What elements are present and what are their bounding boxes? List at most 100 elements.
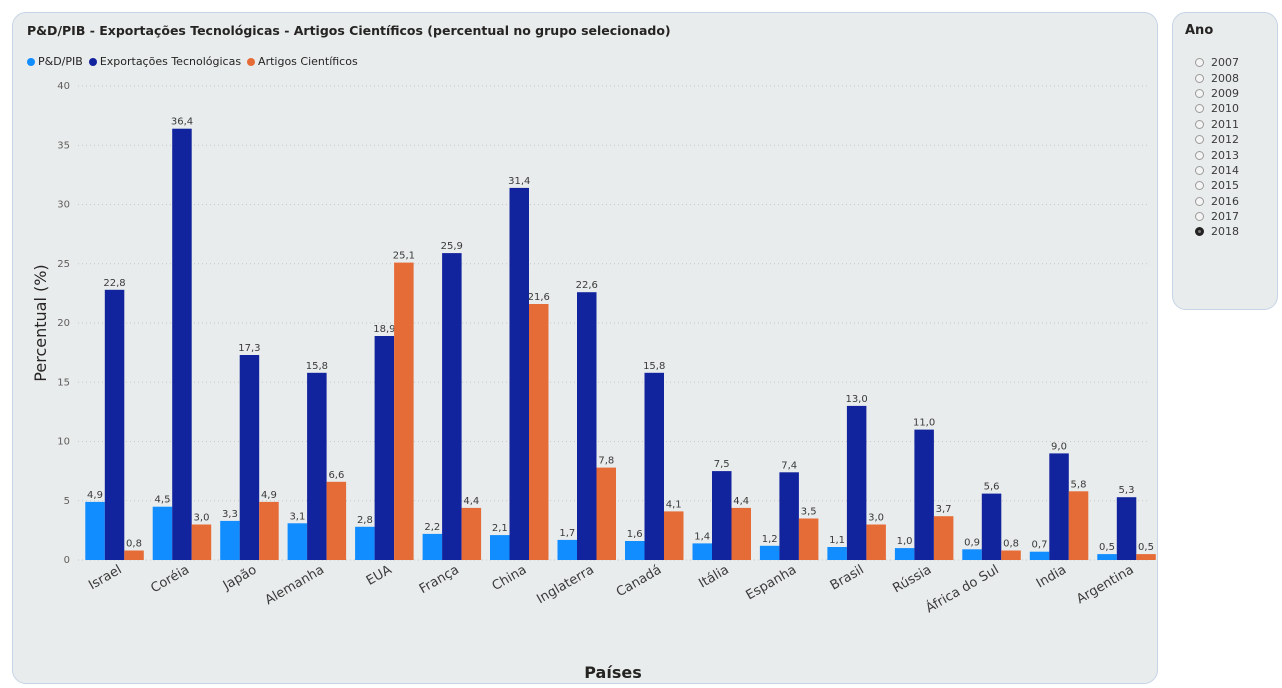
- x-axis-title: Países: [584, 663, 641, 682]
- data-label-artigos: 3,5: [801, 507, 817, 518]
- y-tick-label: 25: [57, 259, 70, 270]
- slicer-option-2011[interactable]: 2011: [1195, 117, 1239, 132]
- data-label-pd-pib: 1,6: [627, 529, 643, 540]
- radio-icon[interactable]: [1195, 135, 1204, 145]
- bar-exportacoes: [914, 429, 934, 560]
- y-axis-title: Percentual (%): [31, 264, 50, 381]
- bar-pd-pib: [625, 541, 645, 560]
- slicer-option-2016[interactable]: 2016: [1195, 194, 1239, 209]
- data-label-pd-pib: 2,2: [424, 522, 440, 533]
- data-label-artigos: 25,1: [393, 251, 415, 262]
- radio-icon[interactable]: [1195, 181, 1204, 191]
- radio-icon[interactable]: [1195, 58, 1204, 68]
- data-label-artigos: 6,6: [328, 470, 344, 481]
- slicer-option-2017[interactable]: 2017: [1195, 209, 1239, 224]
- legend-item-pd-pib[interactable]: P&D/PIB: [27, 55, 83, 68]
- chart-legend: P&D/PIB Exportações Tecnológicas Artigos…: [27, 55, 358, 68]
- slicer-option-2012[interactable]: 2012: [1195, 132, 1239, 147]
- data-label-pd-pib: 0,5: [1099, 542, 1115, 553]
- legend-label-exportacoes: Exportações Tecnológicas: [99, 55, 242, 68]
- y-tick-label: 30: [57, 200, 70, 211]
- y-tick-label: 5: [64, 496, 70, 507]
- slicer-option-label: 2011: [1211, 117, 1239, 131]
- bar-exportacoes: [712, 471, 732, 560]
- radio-icon[interactable]: [1195, 196, 1204, 206]
- data-label-pd-pib: 4,5: [155, 495, 171, 506]
- data-label-exportacoes: 17,3: [238, 343, 260, 354]
- data-label-artigos: 0,8: [1003, 539, 1019, 550]
- data-label-pd-pib: 3,1: [289, 511, 305, 522]
- slicer-option-2009[interactable]: 2009: [1195, 86, 1239, 101]
- slicer-option-2018[interactable]: 2018: [1195, 224, 1239, 239]
- bar-pd-pib: [1097, 554, 1117, 560]
- data-label-exportacoes: 31,4: [508, 176, 530, 187]
- bar-artigos: [731, 507, 751, 560]
- bar-exportacoes: [981, 493, 1002, 560]
- slicer-option-label: 2013: [1211, 148, 1239, 162]
- bar-artigos: [394, 262, 414, 560]
- slicer-option-2010[interactable]: 2010: [1195, 101, 1239, 116]
- radio-icon[interactable]: [1195, 119, 1204, 129]
- bar-exportacoes: [577, 292, 597, 560]
- legend-dot-pd-pib: [27, 57, 35, 66]
- x-tick-label: Itália: [696, 562, 731, 591]
- bar-artigos: [1068, 491, 1089, 560]
- bar-artigos: [191, 524, 212, 560]
- data-label-artigos: 4,9: [261, 490, 277, 501]
- radio-icon[interactable]: [1195, 104, 1204, 114]
- bar-exportacoes: [846, 405, 867, 560]
- x-tick-label: França: [417, 562, 462, 597]
- data-label-artigos: 4,4: [463, 496, 479, 507]
- bar-chart-plot: 0 5 10 15 20 25 30 35 40 Percentual (%) Países 4,9 2…: [31, 81, 1156, 682]
- x-tick-label: China: [490, 562, 530, 594]
- radio-icon[interactable]: [1195, 73, 1204, 83]
- radio-icon[interactable]: [1195, 88, 1204, 98]
- radio-icon[interactable]: [1195, 227, 1204, 237]
- chart-title: P&D/PIB - Exportações Tecnológicas - Art…: [27, 23, 671, 38]
- slicer-option-label: 2010: [1211, 102, 1239, 116]
- slicer-option-2015[interactable]: 2015: [1195, 178, 1239, 193]
- slicer-option-2013[interactable]: 2013: [1195, 147, 1239, 162]
- data-label-pd-pib: 4,9: [87, 490, 103, 501]
- slicer-option-label: 2016: [1211, 194, 1239, 208]
- legend-dot-artigos: [247, 57, 256, 66]
- data-label-artigos: 21,6: [528, 292, 550, 303]
- slicer-option-2014[interactable]: 2014: [1195, 163, 1239, 178]
- slicer-option-2007[interactable]: 2007: [1195, 55, 1239, 70]
- data-label-artigos: 4,4: [733, 496, 749, 507]
- legend-item-exportacoes[interactable]: Exportações Tecnológicas: [88, 55, 242, 68]
- bar-exportacoes: [1049, 453, 1069, 560]
- data-label-pd-pib: 1,7: [559, 528, 575, 539]
- slicer-option-2008[interactable]: 2008: [1195, 70, 1239, 85]
- data-label-artigos: 5,8: [1071, 479, 1087, 490]
- data-label-exportacoes: 18,9: [373, 324, 395, 335]
- bar-pd-pib: [962, 549, 982, 560]
- bar-artigos: [664, 511, 684, 560]
- radio-icon[interactable]: [1195, 165, 1204, 175]
- data-label-exportacoes: 15,8: [306, 361, 328, 372]
- bar-artigos: [259, 501, 279, 560]
- data-label-artigos: 7,8: [598, 456, 614, 467]
- data-label-exportacoes: 13,0: [845, 394, 867, 405]
- bar-artigos: [124, 550, 144, 560]
- x-tick-label: EUA: [364, 562, 395, 588]
- radio-icon[interactable]: [1195, 212, 1204, 222]
- bar-exportacoes: [509, 187, 529, 560]
- data-label-pd-pib: 0,9: [964, 537, 980, 548]
- x-tick-label: Canadá: [614, 562, 664, 600]
- bar-pd-pib: [85, 501, 105, 560]
- data-label-pd-pib: 1,0: [897, 536, 913, 547]
- radio-icon[interactable]: [1195, 150, 1204, 160]
- bar-artigos: [326, 481, 347, 560]
- x-tick-label: Inglaterra: [534, 562, 596, 607]
- x-tick-label: África do Sul: [923, 562, 1002, 617]
- data-label-exportacoes: 22,8: [103, 278, 125, 289]
- bar-artigos: [529, 304, 549, 560]
- slicer-option-label: 2017: [1211, 210, 1239, 224]
- bar-pd-pib: [759, 545, 780, 560]
- legend-dot-exportacoes: [88, 57, 97, 66]
- legend-item-artigos[interactable]: Artigos Científicos: [247, 55, 358, 68]
- data-label-exportacoes: 15,8: [643, 361, 665, 372]
- data-label-pd-pib: 1,4: [694, 531, 710, 542]
- data-label-pd-pib: 0,7: [1032, 540, 1048, 551]
